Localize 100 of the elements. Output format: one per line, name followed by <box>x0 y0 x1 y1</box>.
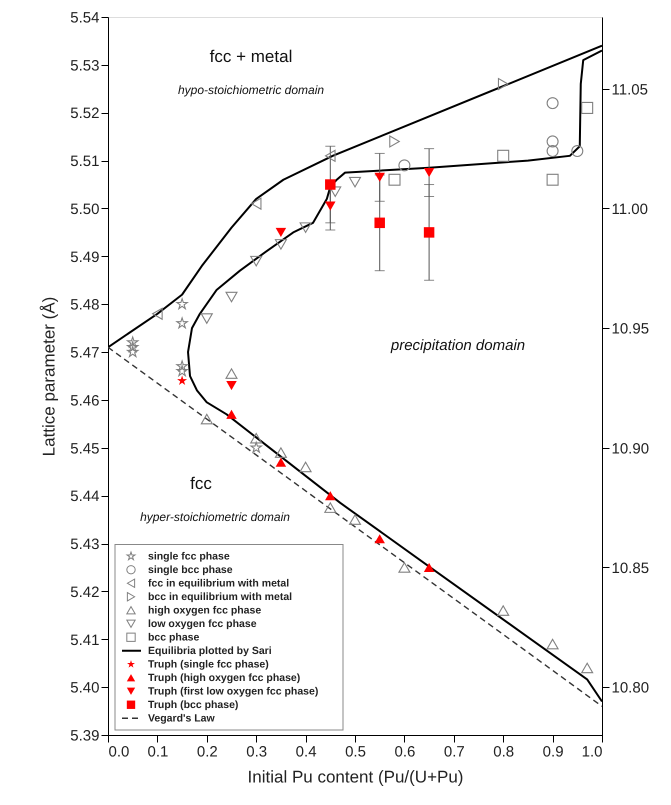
point <box>126 346 138 358</box>
annotation: hypo-stoichiometric domain <box>178 83 324 97</box>
annotation: fcc + metal <box>210 47 292 66</box>
legend-label: Equilibria plotted by Sari <box>148 644 272 657</box>
point <box>226 381 237 390</box>
y2-tick-label: 10.80 <box>612 680 650 697</box>
legend-label: Truph (first low oxygen fcc phase) <box>148 685 318 698</box>
point <box>225 292 238 302</box>
x-tick-label: 1.0 <box>582 744 602 760</box>
legend-label: Truph (bcc phase) <box>148 698 238 711</box>
point <box>389 135 400 148</box>
point <box>274 447 287 458</box>
point <box>546 135 559 148</box>
point <box>348 514 362 525</box>
y-tick-label: 5.45 <box>70 440 100 458</box>
point <box>300 462 312 472</box>
y-tick-label: 5.40 <box>70 680 100 697</box>
legend-label: low oxygen fcc phase <box>148 618 257 630</box>
point <box>274 239 287 250</box>
point <box>176 317 188 328</box>
legend-label: fcc in equilibrium with metal <box>148 577 290 590</box>
legend-label: bcc in equilibrium with metal <box>148 590 292 603</box>
point <box>424 562 434 572</box>
point <box>546 174 559 186</box>
point <box>177 376 188 386</box>
x-tick-label: 0.2 <box>196 744 218 760</box>
point <box>250 198 262 210</box>
y-tick-label: 5.54 <box>70 10 100 26</box>
legend-label: bcc phase <box>148 631 200 644</box>
y-tick-label: 5.51 <box>70 153 100 170</box>
x-tick-label: 0.7 <box>444 744 465 760</box>
annotation: hyper-stoichiometric domain <box>140 510 290 524</box>
point <box>176 365 188 376</box>
x-tick-label: 0.1 <box>147 744 168 760</box>
x-tick-label: 0.4 <box>296 744 317 760</box>
point <box>126 341 138 352</box>
point <box>152 308 163 320</box>
point <box>200 414 213 424</box>
point <box>176 298 188 310</box>
y-tick-label: 5.43 <box>70 536 100 554</box>
legend-label: single fcc phase <box>148 550 230 562</box>
y2-tick-label: 11.00 <box>612 200 648 218</box>
point <box>300 222 312 233</box>
annotation: fcc <box>190 474 212 493</box>
legend-label: Truph (high oxygen fcc phase) <box>148 672 300 684</box>
x-tick-label: 0.6 <box>394 744 416 760</box>
point <box>325 202 336 211</box>
point <box>546 145 559 158</box>
y-tick-label: 5.39 <box>70 728 100 744</box>
point <box>225 368 238 379</box>
legend-label: Vegard's Law <box>148 712 216 724</box>
point <box>250 256 262 266</box>
point <box>546 97 559 110</box>
point <box>200 313 213 324</box>
x-tick-label: 0.9 <box>542 744 564 760</box>
x-tick-label: 0.0 <box>108 744 130 760</box>
legend-label: Truph (single fcc phase) <box>148 658 269 670</box>
y2-tick-label: 10.90 <box>612 440 650 458</box>
legend-label: high oxygen fcc phase <box>148 604 262 616</box>
x-tick-label: 0.3 <box>246 744 268 760</box>
point <box>424 227 434 238</box>
point <box>374 172 385 182</box>
annotation: precipitation domain <box>390 337 526 354</box>
y-tick-label: 5.50 <box>70 200 100 218</box>
y-tick-label: 5.52 <box>70 105 100 122</box>
y-tick-label: 5.44 <box>70 488 100 506</box>
point <box>571 145 584 158</box>
y2-tick-label: 10.95 <box>612 320 650 338</box>
point <box>498 78 508 90</box>
point <box>398 159 410 172</box>
y2-tick-label: 11.05 <box>612 81 648 98</box>
point <box>388 174 401 186</box>
point <box>398 562 410 573</box>
point <box>325 179 336 190</box>
y-tick-label: 5.53 <box>70 57 100 74</box>
y-tick-label: 5.47 <box>70 344 100 362</box>
x-tick-label: 0.8 <box>493 744 514 760</box>
point <box>325 150 336 162</box>
point <box>226 410 237 419</box>
point <box>250 432 262 444</box>
y-tick-label: 5.41 <box>70 632 100 649</box>
point <box>250 442 262 453</box>
point <box>546 638 559 650</box>
point <box>581 102 594 114</box>
y-axis-title: Lattice parameter (Å) <box>39 296 58 456</box>
y-tick-label: 5.48 <box>70 296 100 314</box>
legend-label: single bcc phase <box>148 564 233 576</box>
point <box>374 218 385 228</box>
x-tick-label: 0.5 <box>345 744 366 760</box>
y-tick-label: 5.49 <box>70 248 100 266</box>
x-axis-title: Initial Pu content (Pu/(U+Pu) <box>248 768 464 786</box>
point <box>497 605 510 616</box>
point <box>581 662 594 674</box>
point <box>497 150 510 162</box>
point <box>325 491 336 500</box>
point <box>348 176 362 188</box>
point <box>324 502 336 513</box>
point <box>276 458 286 467</box>
point <box>424 168 434 178</box>
point <box>276 228 286 237</box>
